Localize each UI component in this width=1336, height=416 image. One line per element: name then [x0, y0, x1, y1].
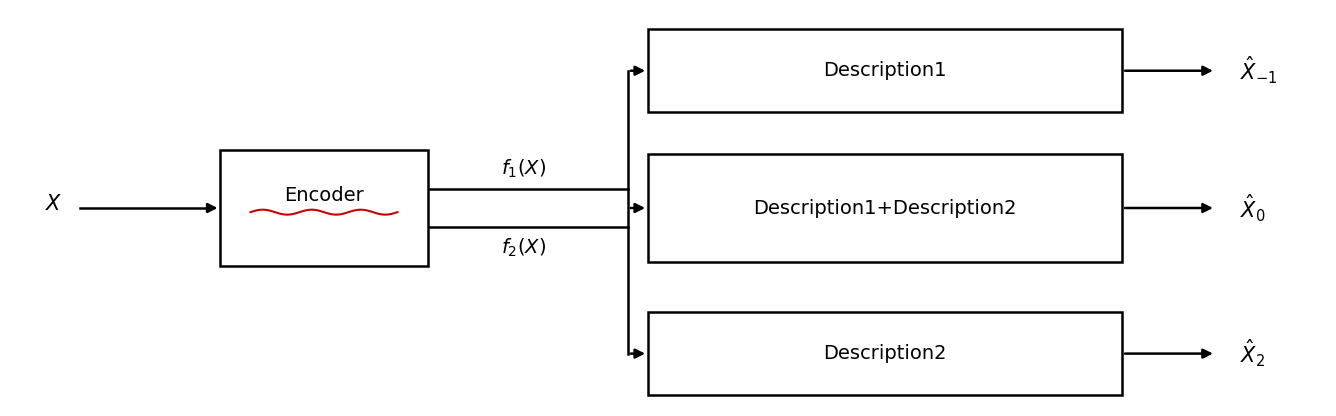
Text: Description2: Description2 — [823, 344, 947, 363]
Text: $X$: $X$ — [44, 194, 63, 214]
Text: Encoder: Encoder — [285, 186, 363, 205]
Text: $f_2(X)$: $f_2(X)$ — [501, 236, 546, 259]
Text: $\hat{X}_2$: $\hat{X}_2$ — [1240, 338, 1265, 369]
Text: Description1: Description1 — [823, 61, 947, 80]
Text: $f_1(X)$: $f_1(X)$ — [501, 157, 546, 180]
Text: $\hat{X}_{-1}$: $\hat{X}_{-1}$ — [1240, 55, 1277, 87]
FancyBboxPatch shape — [648, 29, 1122, 112]
Text: $\hat{X}_0$: $\hat{X}_0$ — [1240, 192, 1265, 224]
FancyBboxPatch shape — [648, 312, 1122, 395]
FancyBboxPatch shape — [648, 154, 1122, 262]
FancyBboxPatch shape — [220, 150, 428, 266]
Text: Description1+Description2: Description1+Description2 — [754, 198, 1017, 218]
